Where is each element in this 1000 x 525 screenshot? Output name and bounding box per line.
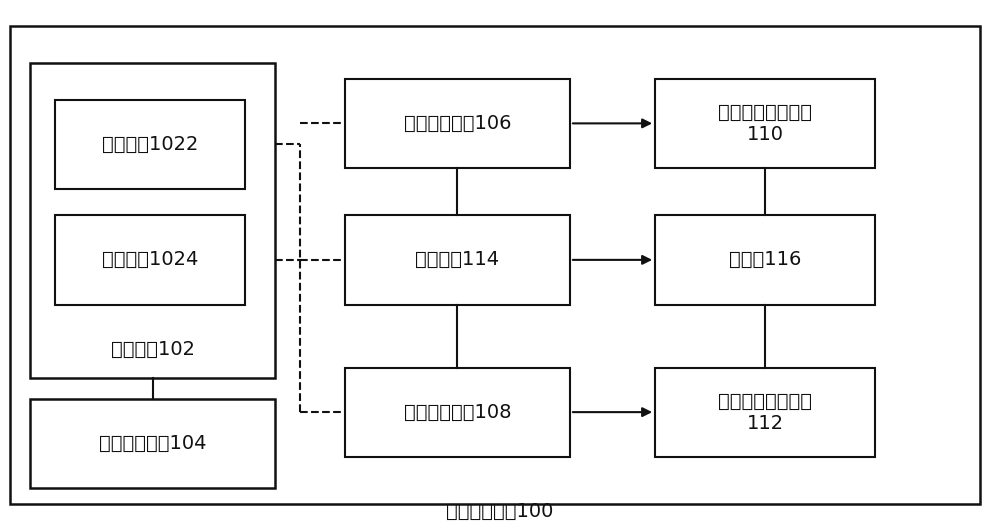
Text: 控制电路114: 控制电路114 xyxy=(415,250,500,269)
Text: 第二谐振电路108: 第二谐振电路108 xyxy=(404,403,511,422)
Bar xyxy=(345,368,570,457)
Text: 谐振控制电路100: 谐振控制电路100 xyxy=(446,502,554,521)
Text: 第一同步采样电路
110: 第一同步采样电路 110 xyxy=(718,103,812,144)
Text: 第一谐振电路106: 第一谐振电路106 xyxy=(404,114,511,133)
Bar xyxy=(55,100,245,189)
Bar xyxy=(655,215,875,304)
Bar xyxy=(30,63,275,378)
Text: 整流电路1022: 整流电路1022 xyxy=(102,135,198,154)
Bar xyxy=(655,79,875,168)
Bar xyxy=(655,368,875,457)
Text: 控制器116: 控制器116 xyxy=(729,250,801,269)
Bar xyxy=(345,79,570,168)
Text: 电压采样电路104: 电压采样电路104 xyxy=(99,434,206,453)
Bar xyxy=(30,399,275,488)
Bar xyxy=(55,215,245,304)
Bar xyxy=(345,215,570,304)
Text: 第二同步采样电路
112: 第二同步采样电路 112 xyxy=(718,392,812,433)
Text: 电源模块102: 电源模块102 xyxy=(110,340,194,359)
Text: 滤波电路1024: 滤波电路1024 xyxy=(102,250,198,269)
